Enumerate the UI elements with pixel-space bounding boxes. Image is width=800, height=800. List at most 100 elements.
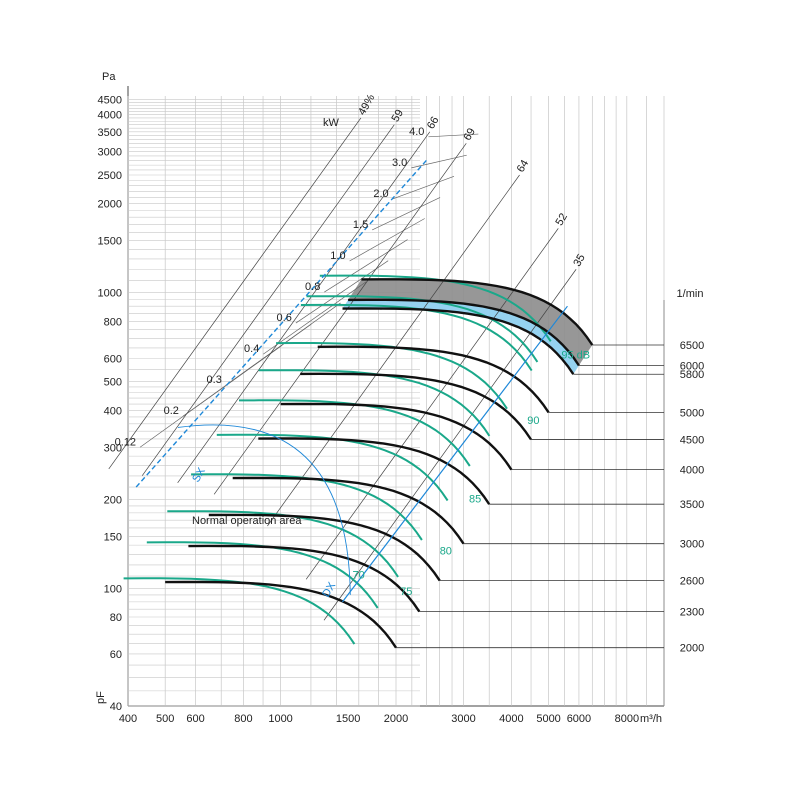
efficiency-label: 69 <box>461 126 478 143</box>
power-line <box>372 197 441 231</box>
x-tick-label: 6000 <box>567 713 591 725</box>
dx-label: DX <box>320 580 338 600</box>
y-symbol-label: pF <box>95 691 107 704</box>
efficiency-label: 59 <box>390 108 407 125</box>
x-tick-label: 600 <box>186 713 204 725</box>
sound-curve <box>146 541 379 609</box>
y-tick-label: 2000 <box>98 199 122 211</box>
band-blue <box>342 299 579 375</box>
efficiency-lines <box>108 117 577 621</box>
y-tick-label: 500 <box>104 377 122 389</box>
power-label: 1.5 <box>353 219 368 231</box>
band-grey <box>348 279 593 366</box>
efficiency-ray <box>323 269 577 621</box>
speed-tick-label: 2000 <box>680 643 704 655</box>
efficiency-label: 66 <box>425 115 442 132</box>
operation-line-sx <box>135 159 427 488</box>
x-tick-label: 2000 <box>384 713 408 725</box>
x-tick-label: 8000 <box>615 713 639 725</box>
sound-label: 75 <box>400 586 412 598</box>
speed-curve <box>232 476 465 545</box>
y-tick-label: 4500 <box>98 95 122 107</box>
power-label: 0.3 <box>207 374 222 386</box>
efficiency-label: 52 <box>553 211 570 228</box>
sound-curve <box>300 303 533 372</box>
y-tick-label: 3000 <box>98 147 122 159</box>
y-tick-label: 3500 <box>98 127 122 139</box>
sound-label: 95 dB <box>561 349 590 361</box>
sound-curve <box>216 433 449 502</box>
x-tick-label: 1000 <box>268 713 292 725</box>
speed-curve <box>258 437 491 505</box>
y-tick-label: 1500 <box>98 236 122 248</box>
speed-curve <box>342 307 575 375</box>
sound-curve <box>319 274 552 342</box>
normal-area-boundary <box>177 424 351 595</box>
power-line <box>392 175 455 200</box>
speed-tick-label: 4000 <box>680 465 704 477</box>
speed-curve <box>188 544 421 613</box>
sound-curve <box>191 473 423 541</box>
speed-curve <box>280 402 513 471</box>
sound-curve <box>123 577 356 645</box>
y-tick-label: 400 <box>104 405 122 417</box>
speed-tick-label: 5000 <box>680 407 704 419</box>
x-tick-label: 400 <box>119 713 137 725</box>
efficiency-ray <box>177 131 431 483</box>
sound-curve <box>306 295 539 363</box>
x-tick-label: 4000 <box>499 713 523 725</box>
power-label: 0.6 <box>277 312 292 324</box>
x-unit-label: m³/h <box>640 713 662 725</box>
speed-tick-label: 6000 <box>680 361 704 373</box>
speed-curve <box>300 372 532 441</box>
speed-tick-label: 3000 <box>680 539 704 551</box>
sound-curve <box>258 369 491 437</box>
sound-level-lines <box>123 274 552 645</box>
x-tick-label: 5000 <box>536 713 560 725</box>
sound-label: 80 <box>440 546 452 558</box>
y-tick-label: 4000 <box>98 110 122 122</box>
speed-tick-label: 5800 <box>680 369 704 381</box>
power-label: 0.8 <box>305 281 320 293</box>
efficiency-ray <box>141 124 395 476</box>
speed-curve <box>361 278 594 346</box>
sound-label: 85 <box>469 494 481 506</box>
y-tick-label: 60 <box>110 649 122 661</box>
efficiency-ray <box>108 117 362 470</box>
efficiency-ray <box>305 228 559 580</box>
power-label: 3.0 <box>392 157 407 169</box>
power-line <box>428 133 479 138</box>
power-label: 2.0 <box>373 188 388 200</box>
y-tick-label: 100 <box>104 583 122 595</box>
sx-label: SX <box>190 465 208 484</box>
speed-curve <box>317 345 550 414</box>
efficiency-label: 35 <box>571 252 588 269</box>
speed-curve <box>348 298 580 367</box>
y-tick-label: 80 <box>110 612 122 624</box>
y-tick-label: 800 <box>104 316 122 328</box>
speed-tick-label: 4500 <box>680 435 704 447</box>
y-tick-label: 150 <box>104 531 122 543</box>
speed-tick-label: 6500 <box>680 340 704 352</box>
power-label: 0.12 <box>115 436 136 448</box>
high-pressure-bands <box>342 279 593 375</box>
operation-lines <box>135 159 568 603</box>
sound-curve <box>276 342 508 410</box>
y-tick-label: 1000 <box>98 288 122 300</box>
speed-tick-label: 2300 <box>680 607 704 619</box>
operation-line-dx <box>341 305 568 603</box>
grid <box>127 96 665 707</box>
power-line <box>349 218 425 262</box>
axis-ticks: 40 60 80 100 150 200 300 400 500 600 800 1000 1500 20… <box>95 71 704 725</box>
power-label: 0.4 <box>244 343 259 355</box>
y-tick-label: 600 <box>104 353 122 365</box>
y-tick-label: 40 <box>110 701 122 713</box>
x-tick-label: 1500 <box>336 713 360 725</box>
efficiency-label: 64 <box>515 158 532 175</box>
power-line <box>295 260 389 324</box>
power-line <box>411 154 467 169</box>
power-label: 4.0 <box>409 126 424 138</box>
y-unit-label: Pa <box>102 71 116 83</box>
speed-tick-label: 2600 <box>680 576 704 588</box>
